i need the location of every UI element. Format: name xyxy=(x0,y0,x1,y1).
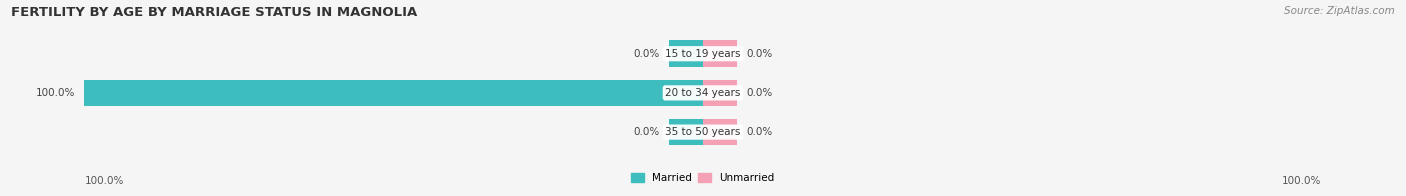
Legend: Married, Unmarried: Married, Unmarried xyxy=(630,171,776,185)
Text: 0.0%: 0.0% xyxy=(747,127,772,137)
Text: 0.0%: 0.0% xyxy=(747,88,772,98)
Bar xyxy=(703,40,737,67)
Bar xyxy=(84,80,703,106)
Text: 100.0%: 100.0% xyxy=(35,88,75,98)
Bar xyxy=(703,119,737,145)
Text: 0.0%: 0.0% xyxy=(634,127,659,137)
Bar xyxy=(669,40,703,67)
Text: 15 to 19 years: 15 to 19 years xyxy=(665,49,741,59)
Text: FERTILITY BY AGE BY MARRIAGE STATUS IN MAGNOLIA: FERTILITY BY AGE BY MARRIAGE STATUS IN M… xyxy=(11,6,418,19)
Text: 0.0%: 0.0% xyxy=(634,49,659,59)
Text: 35 to 50 years: 35 to 50 years xyxy=(665,127,741,137)
Bar xyxy=(703,80,737,106)
Text: Source: ZipAtlas.com: Source: ZipAtlas.com xyxy=(1284,6,1395,16)
Text: 100.0%: 100.0% xyxy=(84,176,124,186)
Text: 100.0%: 100.0% xyxy=(1282,176,1322,186)
Text: 20 to 34 years: 20 to 34 years xyxy=(665,88,741,98)
Text: 0.0%: 0.0% xyxy=(747,49,772,59)
Bar xyxy=(669,119,703,145)
